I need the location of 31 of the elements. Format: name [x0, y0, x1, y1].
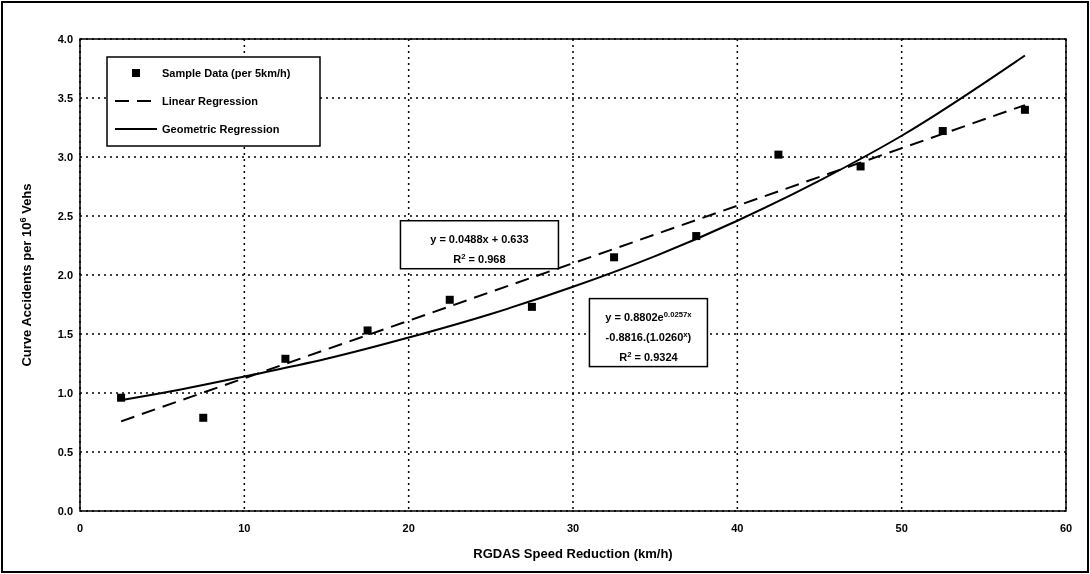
y-tick-label: 0.5: [57, 446, 73, 458]
annotation: y = 0.0488x + 0.633 R$^{2}$ = 0.968: [430, 232, 529, 265]
text-box: y = 0.8802e$^{0.0257x}$ -0.8816.(1.0260$^{x}$) R$^{2}$ = 0.9324: [588, 297, 709, 368]
y-tick-label: 4.0: [57, 33, 73, 45]
point: [281, 354, 290, 363]
y-tick-label: 1.5: [57, 328, 73, 340]
y-tick-label: 3.5: [57, 92, 73, 104]
x-tick-label: 10: [238, 522, 251, 534]
x-tick-label: 60: [1059, 522, 1073, 534]
point: [363, 326, 372, 335]
legend-label: Linear Regression: [162, 95, 259, 107]
x-tick-label: 0: [76, 522, 84, 534]
x-tick-label: 40: [731, 522, 744, 534]
point: [527, 302, 536, 311]
legend-label: Geometric Regression: [162, 123, 280, 135]
x-axis-title: RGDAS Speed Reduction (km/h): [473, 546, 673, 561]
point: [445, 295, 454, 304]
point: [1020, 105, 1029, 114]
point: [774, 150, 783, 159]
text-box: y = 0.0488x + 0.633 R$^{2}$ = 0.968: [399, 219, 560, 270]
point: [199, 413, 208, 422]
x-tick-label: 20: [402, 522, 415, 534]
y-tick-label: 2.0: [57, 269, 73, 281]
point: [610, 253, 619, 262]
y-tick-label: 1.0: [57, 387, 73, 399]
y-tick-label: 3.0: [57, 151, 73, 163]
x-tick-label: 50: [895, 522, 908, 534]
y-tick-label: 2.5: [57, 210, 73, 222]
legend-label: Sample Data (per 5km/h): [162, 67, 291, 79]
x-tick-label: 30: [566, 522, 580, 534]
y-tick-label: 0.0: [57, 505, 73, 517]
